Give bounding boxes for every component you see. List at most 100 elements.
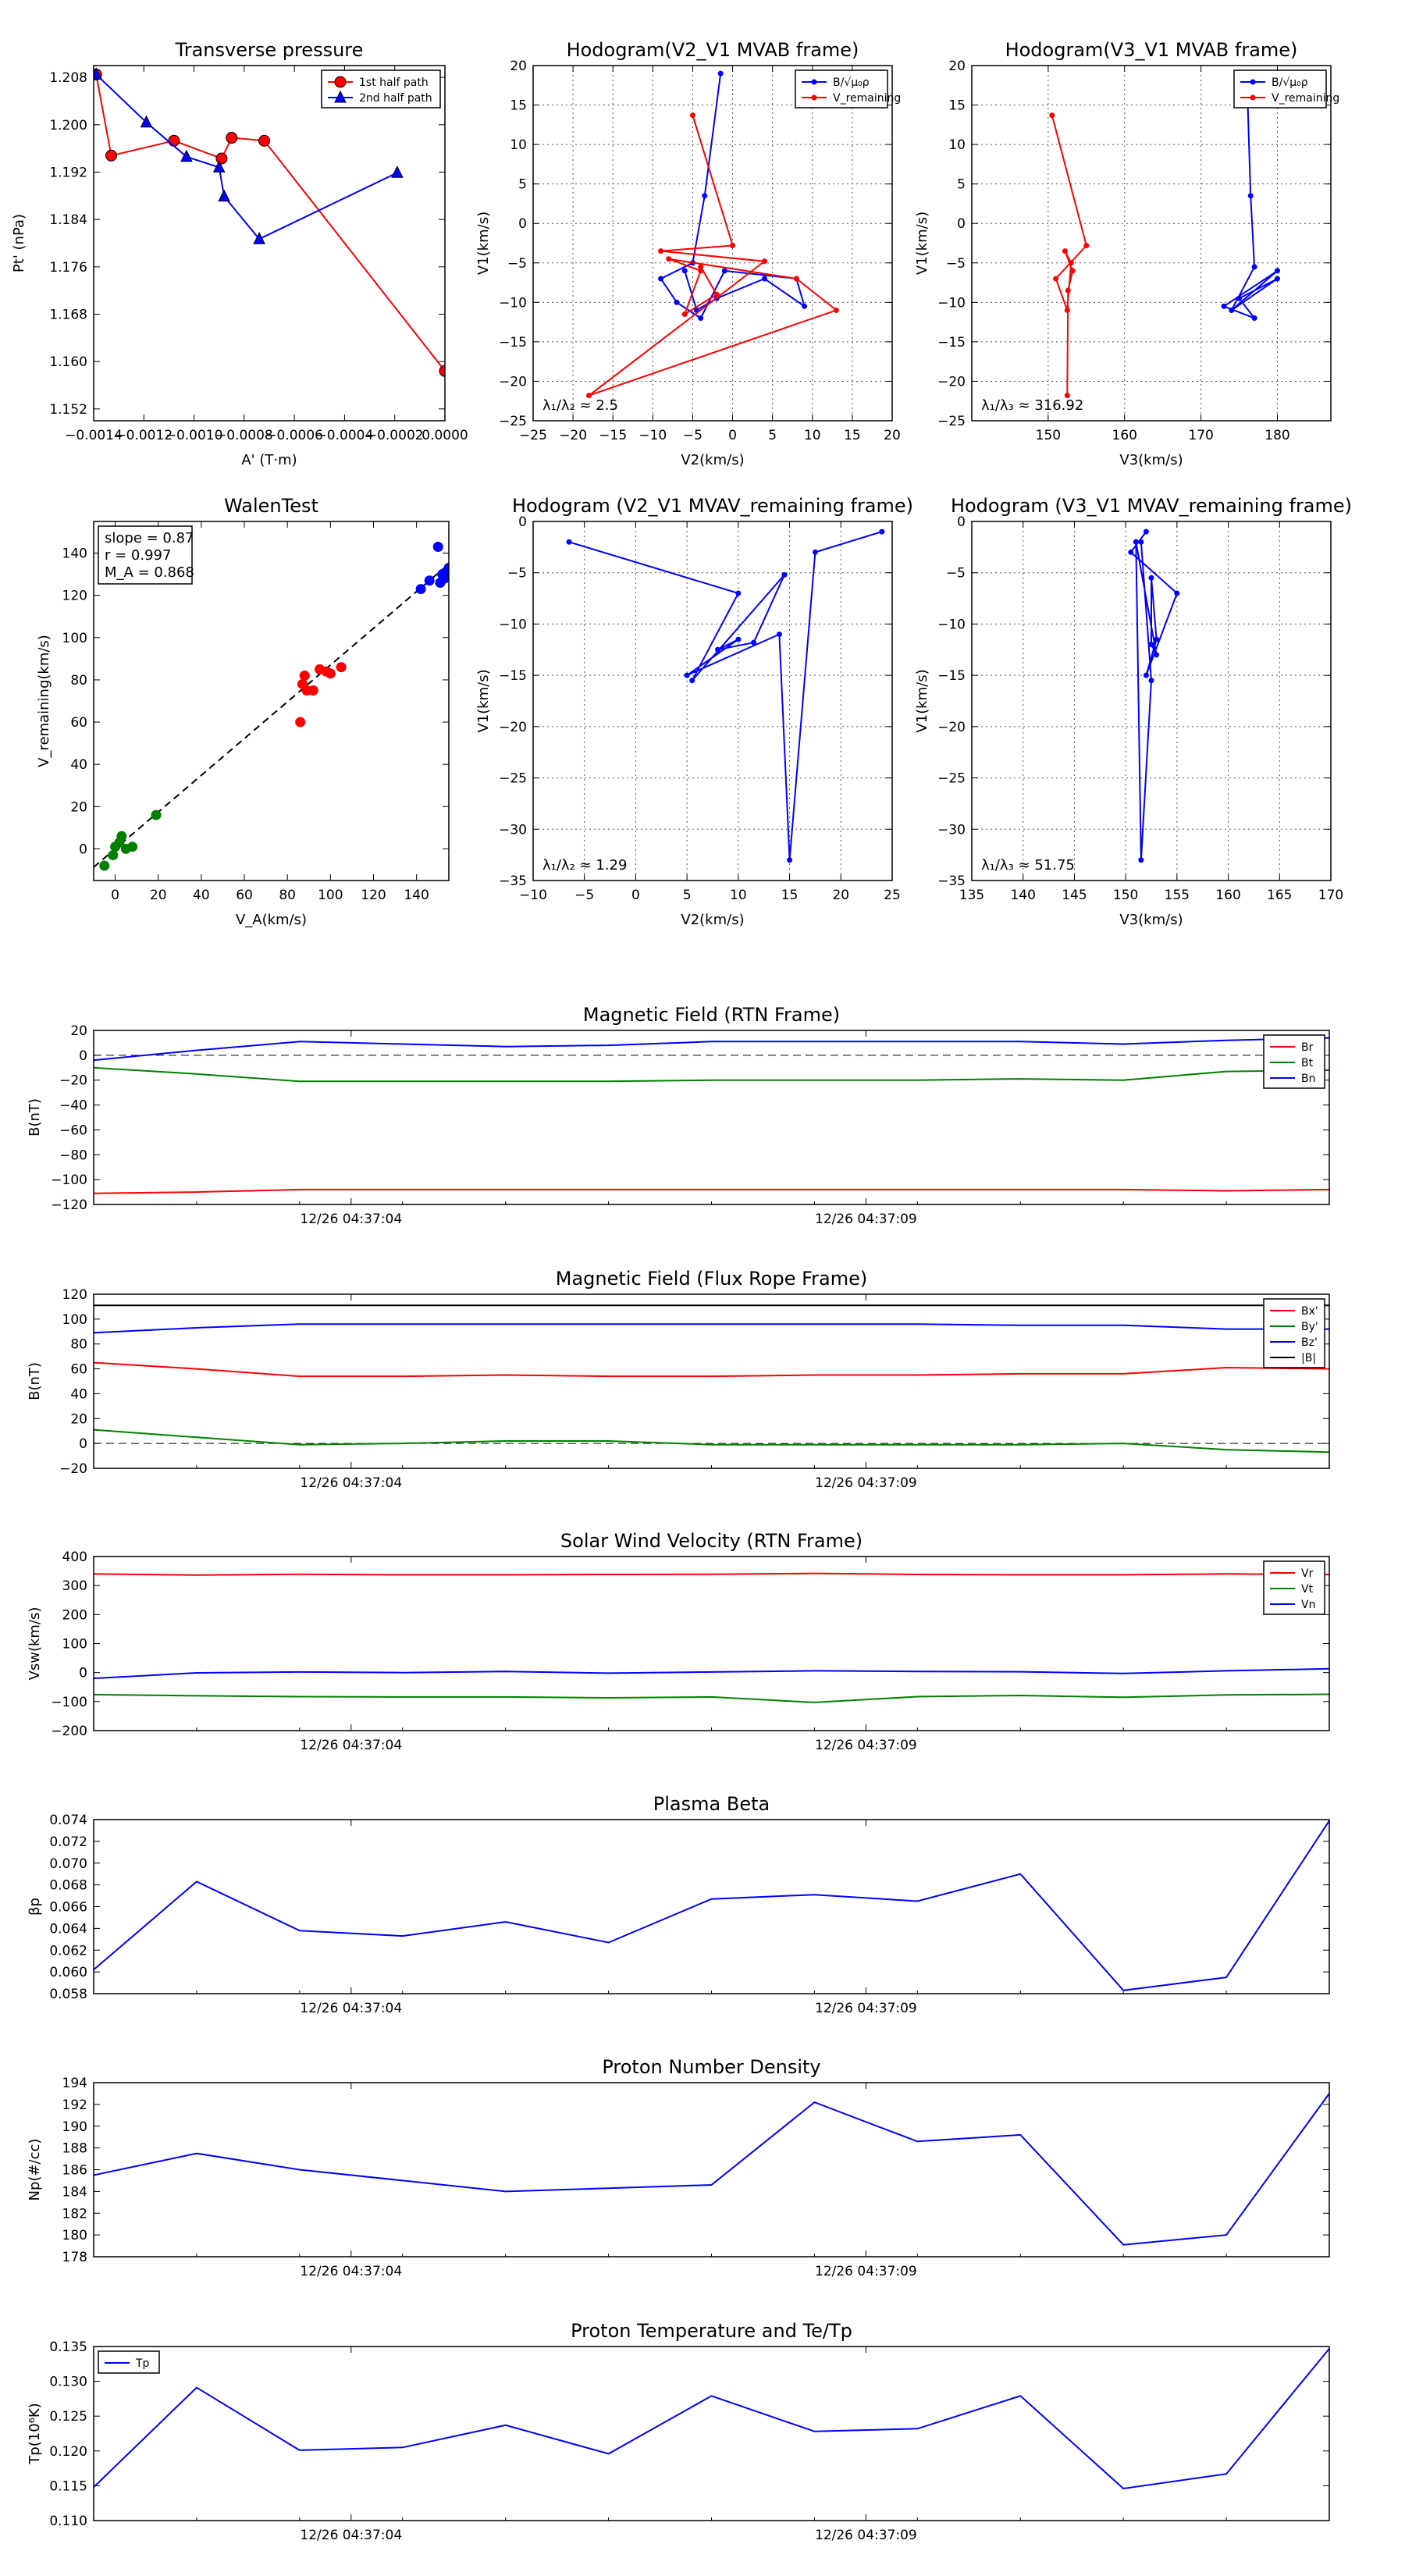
y-tick-label: −20 [59,1073,87,1089]
y-tick-label: −100 [51,1695,87,1710]
x-tick-label: −0.0012 [115,428,173,443]
legend-label: Bt [1301,1057,1314,1069]
y-tick-label: −10 [499,617,527,632]
y-tick-label: 1.200 [49,118,87,133]
y-tick-label: 0.072 [49,1834,87,1850]
data-point [1065,287,1071,294]
plot-frame [93,1556,1330,1731]
legend-label: By' [1301,1321,1318,1333]
solar-wind-velocity-chart: Solar Wind Velocity (RTN Frame) −200 −100 0… [27,1530,1330,1753]
legend-marker [1250,79,1256,85]
plot-frame [971,521,1332,881]
x-tick-label: 180 [1264,428,1289,443]
x-tick-label: 12/26 04:37:09 [815,1212,917,1227]
data-point [689,112,695,119]
x-tick-label: 140 [404,888,429,903]
y-tick-label: 188 [62,2141,87,2157]
series-line [1222,73,1279,320]
series-line [94,1361,1329,1378]
chart-title: WalenTest [224,495,318,517]
x-tick-label: 10 [804,428,821,443]
data-point [180,149,193,162]
series-line [94,1323,1329,1334]
data-point [299,671,310,681]
data-point [1251,315,1257,322]
chart-title: Solar Wind Velocity (RTN Frame) [560,1530,863,1552]
y-tick-label: −200 [51,1724,87,1739]
data-point [443,563,449,574]
plot-frame [93,2346,1330,2521]
y-tick-label: 0.066 [49,1900,87,1916]
plot-marks [94,1037,1329,1194]
data-point [751,639,757,646]
chart-title: Magnetic Field (Flux Rope Frame) [556,1268,867,1290]
series-line [94,1066,1329,1083]
legend-label: Bz' [1301,1336,1318,1349]
y-tick-label: −35 [499,873,527,889]
data-point [424,575,435,586]
data-point [1053,276,1059,282]
y-tick-label: 20 [510,59,527,74]
plot-frame [971,65,1332,422]
data-point [761,258,767,265]
series-line [1129,531,1179,860]
data-point [116,831,127,841]
y-tick-label: 1.168 [49,308,87,323]
legend-marker [334,76,347,88]
series-line [94,2348,1329,2490]
y-tick-label: 5 [957,177,966,193]
data-point [681,311,688,317]
plot-area [94,2347,1329,2521]
series-line [94,1188,1329,1194]
series-line [94,1820,1329,1991]
legend-marker [811,94,817,101]
chart-title: Magnetic Field (RTN Frame) [583,1004,840,1026]
x-tick-label: 0 [631,888,640,903]
x-tick-label: −5 [683,428,702,443]
data-point [781,571,788,578]
hodogram-mvav-v3-v1-chart: Hodogram (V3_V1 MVAV_remaining frame) −35… [914,495,1352,928]
magnetic-field-rtn-chart: Magnetic Field (RTN Frame) −120 −100 −80 −60… [27,1004,1330,1227]
data-point [1154,652,1160,658]
x-tick-label: 10 [730,888,747,903]
x-tick-label: 12/26 04:37:04 [300,1212,402,1227]
transverse-pressure-chart: Transverse pressure 1.152 1.160 1.168 1.176 1… [11,39,468,468]
y-tick-label: −25 [937,414,966,429]
x-axis-label: V_A(km/s) [236,912,307,928]
data-point [99,860,110,871]
y-tick-label: 1.152 [49,402,87,418]
hodogram-v2-v1-chart: Hodogram(V2_V1 MVAB frame) −25 −20 −15 −10 −5… [475,39,901,468]
plot-frame [93,1819,1330,1994]
y-tick-label: 100 [62,1637,87,1653]
y-tick-label: −5 [946,566,966,582]
y-tick-label: 0 [79,1048,87,1064]
x-tick-label: 170 [1188,428,1213,443]
series-line [94,1429,1329,1453]
data-point [1143,672,1149,678]
y-tick-label: 20 [70,1411,87,1427]
y-tick-label: −10 [937,617,966,632]
y-tick-label: −10 [499,295,527,311]
series-line [588,115,838,397]
x-tick-label: −0.0004 [316,428,374,443]
legend-label: Br [1301,1041,1314,1054]
data-point [1274,276,1280,282]
x-tick-label: 15 [844,428,861,443]
y-tick-label: 0.130 [49,2375,87,2390]
plot-frame [93,1030,1330,1205]
y-tick-label: 186 [62,2163,87,2179]
data-point [1221,303,1227,309]
x-tick-label: 0 [111,888,119,903]
plot-frame [93,65,446,422]
chart-title: Proton Number Density [602,2056,820,2078]
data-point [689,678,695,684]
y-tick-label: 0.060 [49,1965,87,1980]
data-point [658,276,664,282]
y-tick-label: 60 [70,1362,87,1378]
annotation-box [98,525,193,585]
series-line [94,1693,1329,1703]
y-tick-label: 80 [70,1337,87,1353]
y-tick-label: −20 [499,720,527,735]
data-point [1049,112,1055,119]
hodogram-mvav-v2-v1-chart: Hodogram (V2_V1 MVAV_remaining frame) −35… [475,495,913,928]
